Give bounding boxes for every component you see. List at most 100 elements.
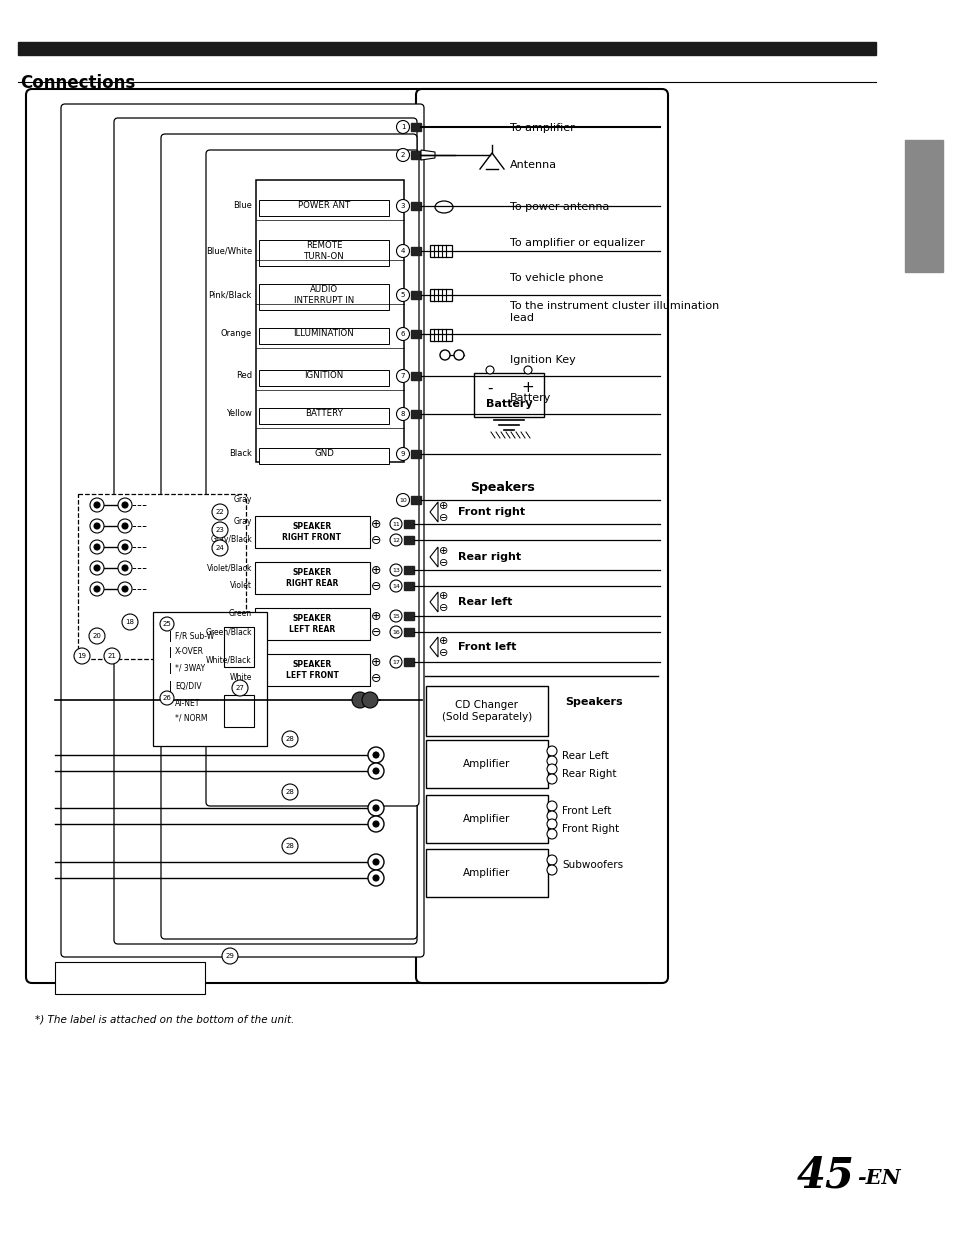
- Text: 20: 20: [92, 634, 101, 638]
- Bar: [403, 566, 414, 574]
- Circle shape: [122, 501, 128, 508]
- Circle shape: [396, 447, 409, 461]
- Circle shape: [485, 366, 494, 374]
- Text: Gray: Gray: [233, 517, 252, 526]
- Text: +: +: [548, 820, 555, 829]
- Circle shape: [396, 369, 409, 383]
- Bar: [411, 496, 420, 504]
- Text: Green: Green: [229, 610, 252, 619]
- Text: 14: 14: [392, 583, 399, 589]
- Text: ILLUMINATION: ILLUMINATION: [294, 330, 354, 338]
- Text: 3: 3: [400, 203, 405, 209]
- Text: Violet/Black: Violet/Black: [207, 563, 252, 573]
- Text: ⊕: ⊕: [371, 656, 381, 668]
- Text: 22: 22: [215, 509, 224, 515]
- Circle shape: [390, 626, 401, 638]
- Text: POWER ANT: POWER ANT: [297, 201, 350, 210]
- FancyBboxPatch shape: [258, 329, 389, 345]
- Text: To amplifier: To amplifier: [510, 124, 574, 133]
- Text: Blue: Blue: [233, 201, 252, 210]
- FancyBboxPatch shape: [161, 135, 416, 939]
- Bar: [411, 124, 420, 131]
- Circle shape: [546, 864, 557, 876]
- Text: -: -: [550, 866, 553, 874]
- Circle shape: [373, 821, 378, 827]
- Text: AUDIO
INTERRUPT IN: AUDIO INTERRUPT IN: [294, 285, 354, 305]
- Text: Amplifier: Amplifier: [463, 814, 510, 824]
- Circle shape: [373, 752, 378, 758]
- Text: Ignition Key: Ignition Key: [510, 354, 576, 366]
- Circle shape: [122, 585, 128, 592]
- Circle shape: [212, 504, 228, 520]
- FancyBboxPatch shape: [254, 516, 370, 548]
- Circle shape: [396, 200, 409, 212]
- Circle shape: [546, 811, 557, 821]
- Text: Amplifier: Amplifier: [463, 868, 510, 878]
- Text: Rear Left: Rear Left: [561, 751, 608, 761]
- Text: CD Changer
(Sold Separately): CD Changer (Sold Separately): [441, 700, 532, 721]
- Text: Red: Red: [235, 372, 252, 380]
- FancyBboxPatch shape: [426, 848, 547, 897]
- Text: ⊖: ⊖: [438, 513, 448, 522]
- Circle shape: [546, 746, 557, 756]
- Text: Rear left: Rear left: [457, 597, 512, 606]
- Bar: [411, 151, 420, 159]
- Circle shape: [396, 148, 409, 162]
- Text: 4: 4: [400, 248, 405, 254]
- Circle shape: [546, 829, 557, 839]
- Text: */ 3WAY: */ 3WAY: [174, 663, 205, 673]
- Circle shape: [282, 731, 297, 747]
- Circle shape: [361, 692, 377, 708]
- Circle shape: [368, 816, 384, 832]
- Circle shape: [352, 692, 368, 708]
- Text: ⊕: ⊕: [438, 501, 448, 511]
- FancyBboxPatch shape: [254, 608, 370, 640]
- Circle shape: [94, 501, 100, 508]
- Circle shape: [89, 629, 105, 643]
- Text: Rear Right: Rear Right: [561, 769, 616, 779]
- Text: */ NORM: */ NORM: [174, 714, 208, 722]
- FancyBboxPatch shape: [258, 370, 389, 387]
- Text: +: +: [521, 380, 534, 395]
- Text: Green/Black: Green/Black: [205, 627, 252, 636]
- Circle shape: [368, 763, 384, 779]
- Text: Gray/Black: Gray/Black: [210, 536, 252, 545]
- Bar: [411, 330, 420, 338]
- Bar: [411, 291, 420, 299]
- Text: EQ/DIV: EQ/DIV: [174, 682, 201, 690]
- Bar: [411, 247, 420, 254]
- Circle shape: [282, 784, 297, 800]
- Circle shape: [90, 519, 104, 534]
- Text: ⊕: ⊕: [371, 563, 381, 577]
- Text: ⊕: ⊕: [438, 546, 448, 556]
- Circle shape: [118, 519, 132, 534]
- Bar: [55, 962, 205, 994]
- Text: Antenna: Antenna: [510, 161, 557, 170]
- Text: 28: 28: [285, 736, 294, 742]
- Circle shape: [94, 585, 100, 592]
- FancyBboxPatch shape: [78, 494, 246, 659]
- Text: 25: 25: [162, 621, 172, 627]
- Text: -: -: [487, 380, 493, 395]
- FancyBboxPatch shape: [254, 562, 370, 594]
- Circle shape: [546, 819, 557, 829]
- Text: Speakers: Speakers: [564, 697, 622, 706]
- Text: Front left: Front left: [457, 642, 516, 652]
- Circle shape: [368, 869, 384, 885]
- Text: 15: 15: [392, 614, 399, 619]
- Text: 23: 23: [215, 527, 224, 534]
- Bar: [18, 42, 875, 56]
- Text: 17: 17: [392, 659, 399, 664]
- Text: 9: 9: [400, 451, 405, 457]
- Text: -EN: -EN: [856, 1168, 900, 1188]
- Circle shape: [368, 800, 384, 816]
- Text: BATTERY: BATTERY: [305, 410, 342, 419]
- Circle shape: [94, 543, 100, 550]
- Text: 29: 29: [225, 953, 234, 960]
- Circle shape: [373, 805, 378, 811]
- Text: To the instrument cluster illumination
lead: To the instrument cluster illumination l…: [510, 301, 719, 322]
- Bar: [430, 289, 452, 301]
- Text: Yellow: Yellow: [226, 410, 252, 419]
- Circle shape: [390, 580, 401, 592]
- Text: +: +: [548, 764, 555, 773]
